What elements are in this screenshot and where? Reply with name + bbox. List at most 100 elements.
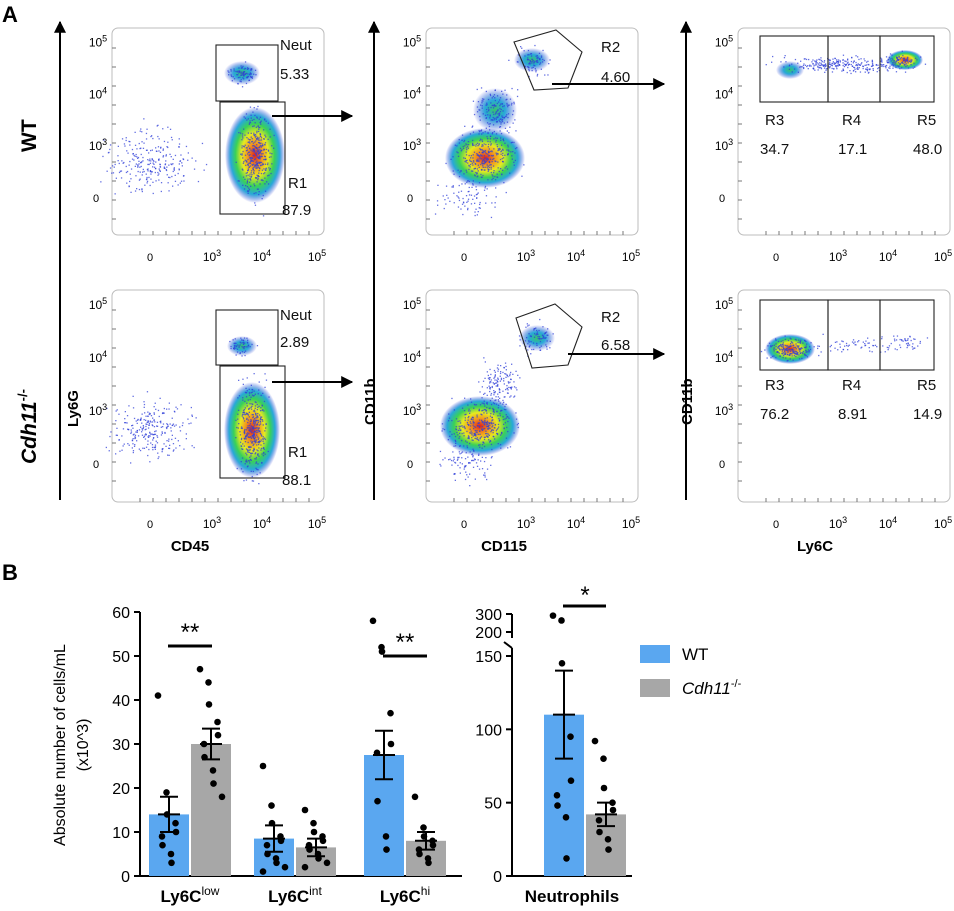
scatter-point: [475, 145, 477, 147]
scatter-point: [136, 188, 138, 190]
scatter-point: [852, 339, 855, 341]
scatter-point: [460, 452, 463, 454]
flow-xtick-e4-exp: 4: [892, 515, 897, 525]
scatter-point: [248, 446, 250, 449]
scatter-point: [244, 428, 246, 431]
scatter-point: [254, 427, 257, 429]
scatter-point: [786, 349, 788, 352]
scatter-point: [545, 337, 547, 339]
scatter-point: [491, 160, 493, 163]
scatter-point: [899, 346, 902, 349]
scatter-point: [514, 152, 516, 154]
scatter-point: [258, 455, 260, 457]
scatter-point: [130, 429, 132, 431]
scatter-point: [252, 432, 254, 434]
scatter-point: [491, 202, 493, 204]
scatter-point: [467, 410, 470, 412]
scatter-point: [780, 345, 782, 348]
scatter-point: [115, 410, 117, 412]
scatter-point: [269, 169, 271, 171]
flow-xtick-e3-exp: 3: [530, 515, 535, 525]
flow-ytick-e5: 105: [89, 296, 107, 312]
flow-ytick-e3-base: 10: [403, 404, 417, 418]
scatter-point: [465, 154, 468, 156]
scatter-point: [123, 443, 125, 445]
scatter-point: [835, 64, 837, 67]
scatter-point: [499, 103, 502, 105]
scatter-point: [499, 389, 501, 391]
scatter-point: [481, 162, 483, 164]
scatter-point: [500, 151, 502, 153]
scatter-point: [125, 422, 127, 424]
scatter-point: [242, 169, 244, 171]
scatter-point: [474, 432, 476, 434]
scatter-point: [181, 162, 183, 164]
panel-label-b: B: [2, 560, 18, 585]
label-wt-r3: R3: [765, 112, 784, 129]
scatter-point: [474, 437, 476, 440]
scatter-point: [797, 345, 799, 348]
scatter-point: [242, 71, 244, 73]
scatter-point: [516, 95, 519, 98]
scatter-point: [495, 196, 497, 198]
scatter-point: [256, 345, 259, 347]
scatter-point: [453, 192, 455, 194]
scatter-point: [829, 59, 831, 61]
scatter-point: [479, 207, 481, 209]
scatter-point: [485, 117, 488, 119]
scatter-point: [265, 379, 268, 381]
scatter-point: [480, 413, 482, 415]
scatter-point: [492, 402, 495, 404]
scatter-point: [825, 69, 827, 71]
scatter-point: [259, 142, 261, 145]
scatter-point: [472, 143, 474, 146]
scatter-point: [258, 166, 260, 169]
scatter-point: [461, 439, 463, 442]
scatter-point: [842, 59, 844, 61]
scatter-point: [448, 417, 451, 419]
scatter-point: [512, 113, 514, 116]
scatter-point: [261, 453, 263, 455]
scatter-point: [123, 143, 126, 145]
scatter-point: [467, 435, 470, 437]
group2-wt-point: [369, 617, 377, 625]
scatter-point: [474, 214, 476, 217]
scatter-point: [269, 136, 271, 138]
scatter-point: [160, 147, 162, 149]
group-label-sup: hi: [421, 884, 430, 898]
scatter-point: [516, 147, 518, 149]
scatter-point: [191, 157, 193, 159]
scatter-point: [890, 342, 892, 345]
neut-ko-point: [605, 846, 612, 853]
scatter-point: [254, 423, 256, 425]
scatter-point: [798, 349, 801, 351]
scatter-point: [494, 89, 496, 91]
scatter-point: [251, 480, 253, 482]
scatter-point: [500, 150, 503, 152]
scatter-point: [155, 150, 158, 152]
scatter-point: [770, 346, 772, 348]
scatter-point: [479, 430, 481, 432]
scatter-point: [498, 119, 500, 121]
scatter-point: [247, 178, 249, 180]
scatter-point: [799, 340, 802, 343]
scatter-point: [250, 436, 252, 438]
scatter-point: [121, 435, 123, 437]
scatter-point: [239, 341, 241, 343]
scatter-point: [794, 346, 797, 349]
scatter-point: [494, 392, 496, 394]
scatter-point: [479, 119, 481, 121]
scatter-point: [888, 61, 890, 63]
scatter-point: [250, 175, 253, 177]
scatter-point: [481, 414, 483, 416]
scatter-point: [264, 453, 266, 455]
scatter-point: [472, 142, 474, 145]
scatter-point: [171, 139, 173, 141]
scatter-point: [505, 403, 507, 405]
scatter-point: [131, 447, 133, 449]
scatter-point: [465, 143, 467, 145]
flow-xtick-e5-exp: 5: [321, 515, 326, 525]
gate-wt-r2: [513, 29, 583, 91]
flow-ytick-0: 0: [407, 193, 413, 205]
scatter-point: [530, 341, 532, 343]
